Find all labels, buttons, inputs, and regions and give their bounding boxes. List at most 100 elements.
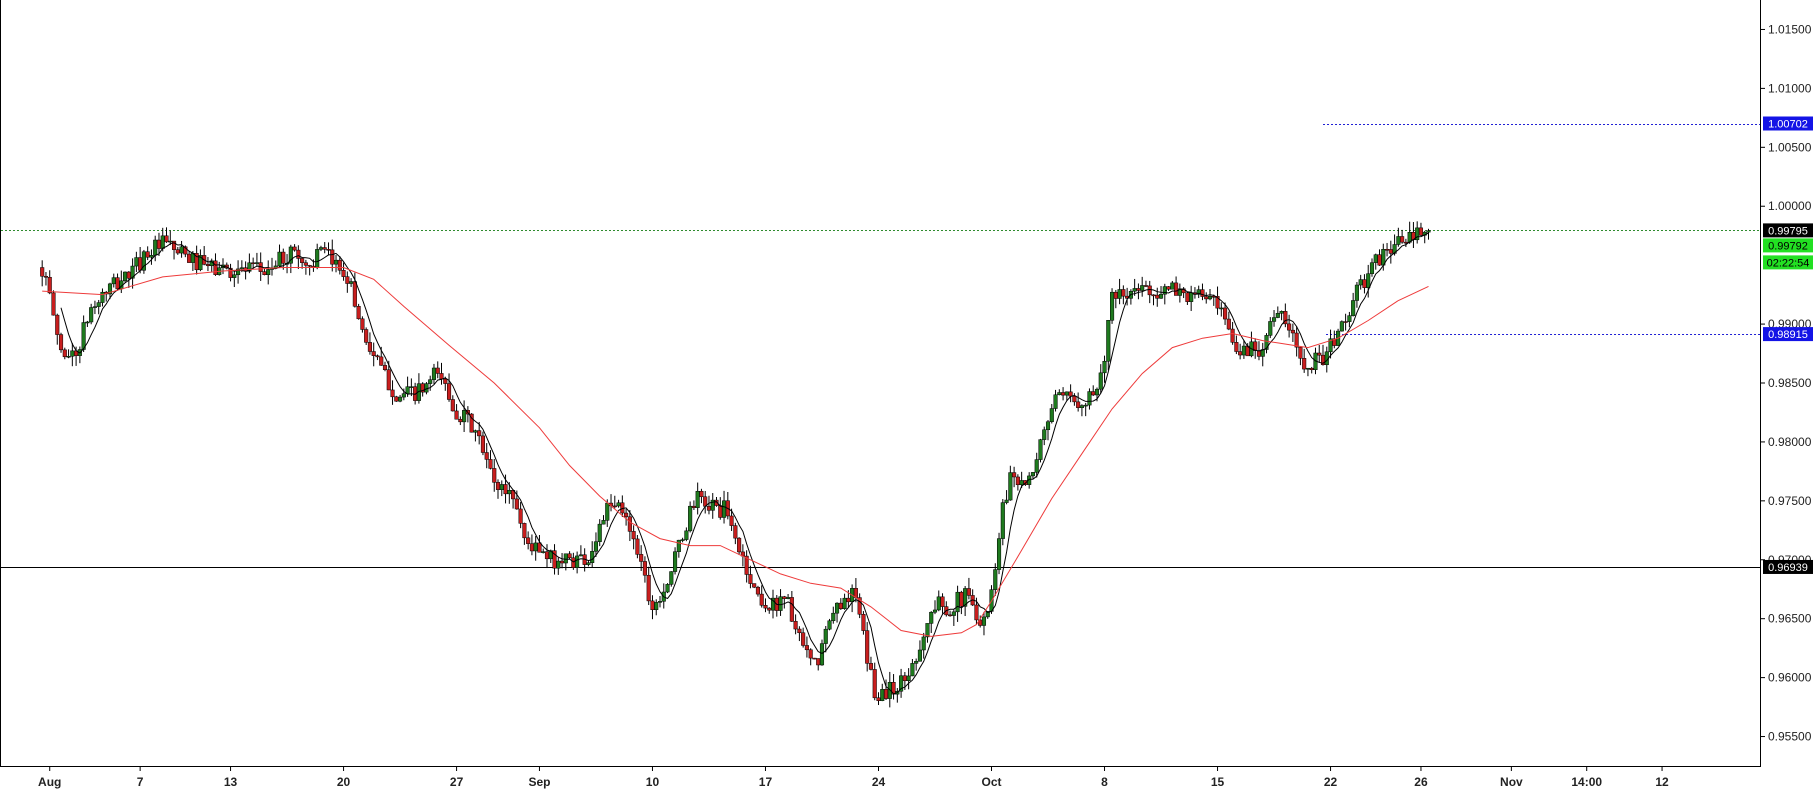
candle-body: [605, 502, 610, 521]
candle-body: [680, 539, 685, 541]
candle-body: [1343, 321, 1348, 323]
candle-body: [1030, 472, 1035, 477]
candle-body: [1045, 421, 1051, 431]
candle-body: [688, 505, 693, 532]
horizontal-lines: [0, 124, 1760, 568]
candle-body: [1008, 472, 1013, 501]
candle-body: [797, 628, 802, 634]
candle-body: [1042, 429, 1047, 440]
candle-body: [1223, 307, 1228, 320]
candle-body: [1143, 285, 1149, 287]
time-tick-label: 14:00: [1571, 775, 1602, 789]
price-tick-label: 1.01500: [1768, 22, 1812, 36]
candle-body: [755, 586, 760, 595]
candle-body: [1396, 236, 1401, 245]
candle-body: [70, 350, 75, 357]
candle-body: [936, 596, 941, 611]
time-axis[interactable]: Aug 7 13 20 27 Sep 10 17 24 Oct 8 15 22 26 Nov 14:00 12: [38, 766, 1669, 789]
candle-body: [902, 675, 907, 681]
candle-body: [499, 484, 504, 490]
candle-body: [1000, 502, 1005, 539]
candle-body: [963, 588, 968, 607]
candle-body: [865, 630, 870, 664]
candle-body: [612, 505, 617, 508]
candle-body: [691, 505, 696, 508]
candle-body: [669, 571, 674, 585]
candle-body: [1072, 395, 1077, 403]
candle-body: [684, 530, 689, 540]
candle-body: [394, 396, 399, 402]
candle-body: [872, 669, 877, 699]
candle-body: [492, 468, 497, 483]
price-tick-label: 0.97500: [1768, 494, 1812, 508]
candle-body: [1170, 282, 1175, 290]
candle-countdown-badge: [1763, 255, 1813, 270]
candle-body: [665, 584, 670, 593]
candle-body: [1004, 499, 1009, 503]
candle-body: [1015, 476, 1020, 486]
candle-body: [228, 267, 233, 278]
candle-body: [627, 516, 632, 532]
candle-body: [1132, 288, 1137, 292]
candle-body: [341, 270, 346, 277]
candle-body: [974, 604, 979, 621]
candle-body: [1136, 288, 1141, 291]
candle-body: [1226, 318, 1231, 330]
candle-body: [737, 537, 742, 553]
candle-body: [786, 597, 791, 599]
candle-body: [288, 246, 293, 264]
candle-body: [917, 649, 922, 662]
candle-body: [488, 459, 493, 469]
candle-body: [1366, 273, 1371, 288]
candle-body: [993, 569, 998, 590]
candle-body: [1189, 292, 1194, 302]
candle-body: [1418, 227, 1424, 236]
price-badge-label: 1.00702: [1768, 119, 1808, 131]
candle-body: [748, 574, 753, 584]
candle-body: [1012, 472, 1017, 478]
candle-body: [883, 689, 889, 699]
candle-body: [673, 551, 678, 572]
candle-body: [1290, 329, 1295, 334]
price-tick-label: 1.00000: [1768, 199, 1812, 213]
candle-body: [544, 551, 550, 560]
candle-body: [714, 499, 719, 506]
candle-body: [40, 267, 45, 277]
candle-body: [473, 430, 478, 433]
candle-body: [126, 271, 131, 279]
candle-body: [326, 249, 331, 251]
candle-body: [906, 675, 911, 681]
candle-body: [1061, 392, 1066, 396]
candle-body: [446, 383, 452, 400]
price-tick-label: 0.96500: [1768, 612, 1812, 626]
candle-body: [469, 413, 474, 433]
candle-body: [518, 508, 523, 524]
candle-body: [827, 620, 832, 630]
candle-body: [303, 262, 308, 266]
candle-body: [782, 596, 787, 599]
candle-body: [929, 611, 934, 624]
candle-body: [156, 239, 162, 249]
price-badge-0.99792: [1763, 238, 1813, 253]
price-tick-label: 0.98500: [1768, 376, 1812, 390]
candle-body: [1068, 391, 1073, 397]
candle-body: [458, 418, 463, 423]
candle-body: [752, 583, 757, 588]
candle-body: [846, 597, 851, 603]
candle-body: [838, 602, 843, 610]
candle-body: [1283, 311, 1288, 325]
candle-body: [721, 500, 727, 518]
time-tick-label: 13: [224, 775, 238, 789]
time-tick-label: Aug: [38, 775, 61, 789]
moving-averages: [42, 232, 1429, 695]
candle-body: [1388, 249, 1393, 254]
candle-body: [205, 264, 210, 267]
candle-body: [563, 553, 568, 564]
candle-body: [1019, 480, 1024, 486]
candle-body: [1158, 293, 1164, 299]
time-tick-label: Oct: [981, 775, 1001, 789]
candle-body: [804, 645, 809, 651]
candle-body: [793, 621, 798, 630]
